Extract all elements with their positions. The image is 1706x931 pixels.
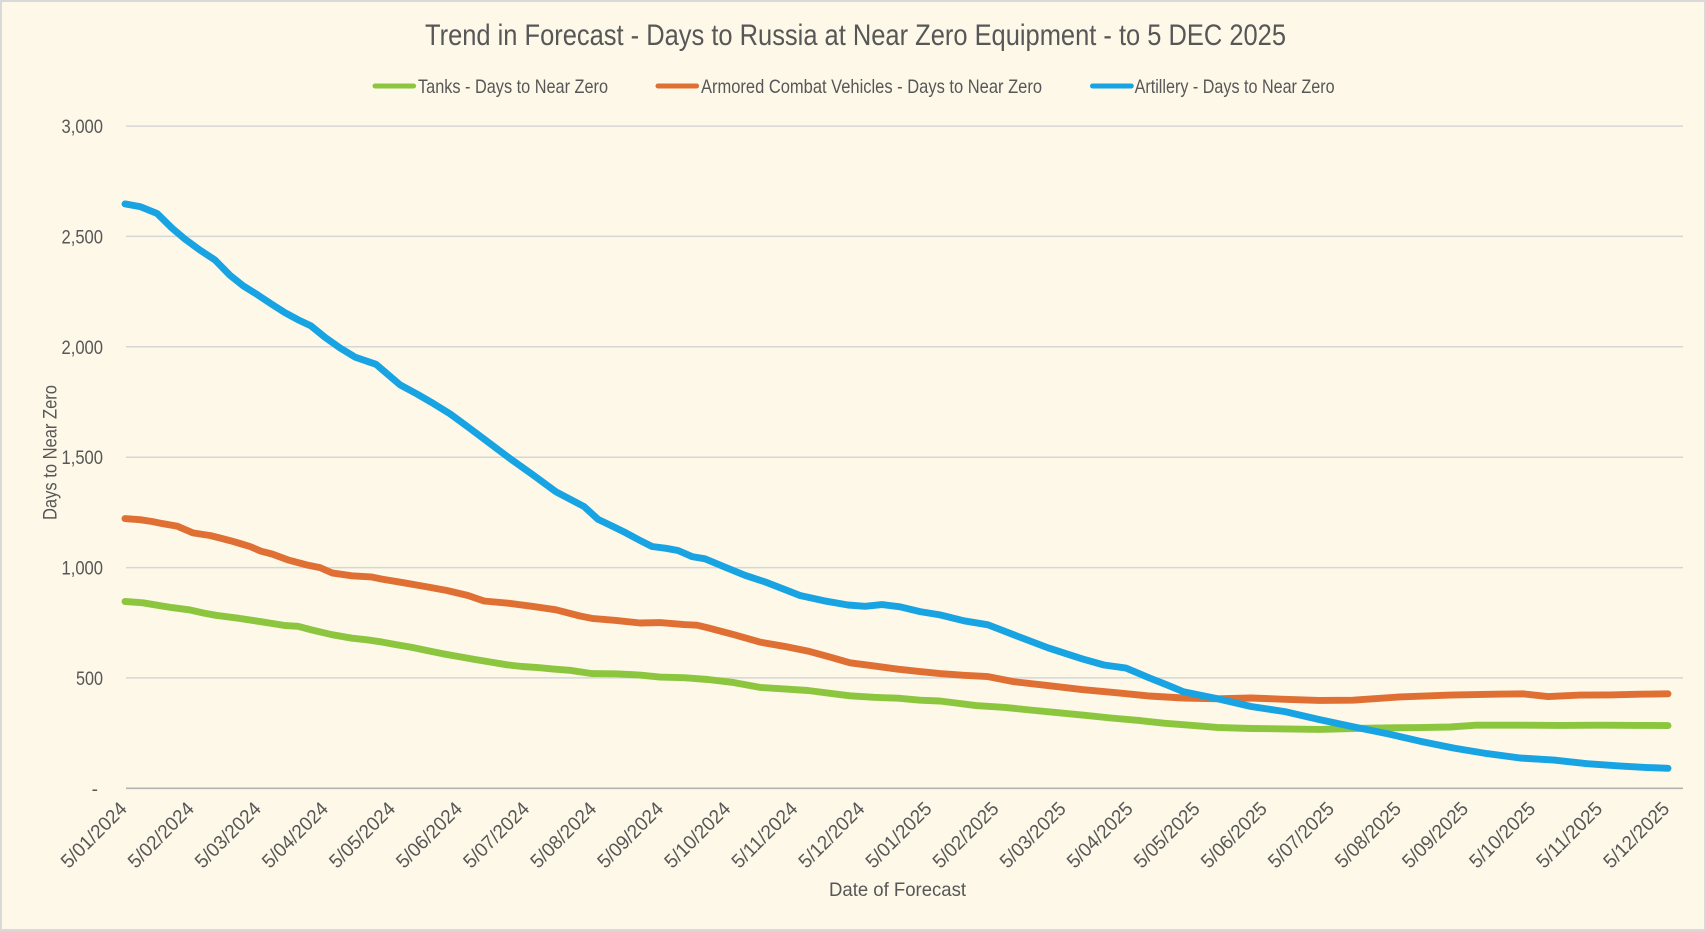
- svg-text:Date of Forecast: Date of Forecast: [829, 879, 967, 901]
- svg-text:5/12/2024: 5/12/2024: [794, 798, 869, 873]
- svg-text:5/09/2025: 5/09/2025: [1398, 798, 1473, 873]
- svg-text:5/02/2024: 5/02/2024: [124, 798, 199, 873]
- svg-text:5/04/2024: 5/04/2024: [258, 798, 333, 873]
- svg-text:5/06/2024: 5/06/2024: [392, 798, 467, 873]
- svg-text:Artillery - Days to Near Zero: Artillery - Days to Near Zero: [1135, 76, 1335, 98]
- svg-text:2,000: 2,000: [62, 338, 104, 359]
- svg-text:5/05/2025: 5/05/2025: [1130, 798, 1205, 873]
- svg-text:Trend in Forecast - Days to Ru: Trend in Forecast - Days to Russia at Ne…: [425, 19, 1286, 52]
- svg-text:Days to Near Zero: Days to Near Zero: [40, 385, 62, 520]
- svg-text:5/07/2025: 5/07/2025: [1264, 798, 1339, 873]
- svg-text:5/06/2025: 5/06/2025: [1197, 798, 1272, 873]
- svg-text:3,000: 3,000: [62, 117, 104, 138]
- svg-text:5/11/2024: 5/11/2024: [727, 798, 802, 873]
- svg-text:5/02/2025: 5/02/2025: [928, 798, 1003, 873]
- svg-text:5/11/2025: 5/11/2025: [1532, 798, 1607, 873]
- svg-text:1,000: 1,000: [62, 559, 104, 580]
- svg-text:5/03/2024: 5/03/2024: [191, 798, 266, 873]
- svg-text:500: 500: [76, 669, 103, 690]
- svg-text:5/10/2025: 5/10/2025: [1465, 798, 1540, 873]
- svg-text:1,500: 1,500: [62, 448, 104, 469]
- svg-text:2,500: 2,500: [62, 227, 104, 248]
- svg-text:5/05/2024: 5/05/2024: [325, 798, 400, 873]
- svg-text:5/01/2025: 5/01/2025: [861, 798, 936, 873]
- svg-text:5/04/2025: 5/04/2025: [1063, 798, 1138, 873]
- svg-text:5/08/2024: 5/08/2024: [526, 798, 601, 873]
- svg-text:Armored Combat Vehicles - Days: Armored Combat Vehicles - Days to Near Z…: [701, 76, 1042, 98]
- svg-text:5/09/2024: 5/09/2024: [593, 798, 668, 873]
- svg-text:5/07/2024: 5/07/2024: [459, 798, 534, 873]
- svg-text:5/03/2025: 5/03/2025: [996, 798, 1071, 873]
- svg-text:-: -: [92, 779, 98, 800]
- svg-text:Tanks - Days to Near Zero: Tanks - Days to Near Zero: [418, 76, 608, 98]
- svg-text:5/01/2024: 5/01/2024: [57, 798, 132, 873]
- svg-text:5/10/2024: 5/10/2024: [660, 798, 735, 873]
- svg-text:5/08/2025: 5/08/2025: [1331, 798, 1406, 873]
- svg-text:5/12/2025: 5/12/2025: [1599, 798, 1674, 873]
